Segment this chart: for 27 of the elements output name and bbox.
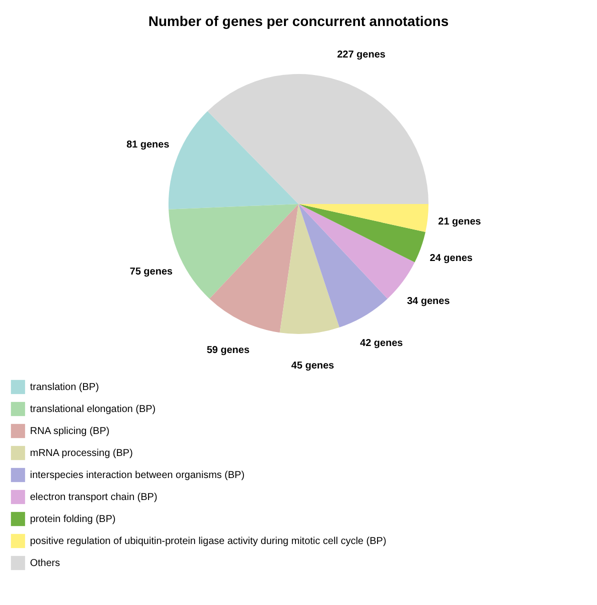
- data-label: 75 genes: [130, 266, 174, 278]
- pie-slice: [298, 204, 428, 232]
- data-label: 34 genes: [406, 296, 450, 307]
- data-label: 24 genes: [430, 253, 474, 264]
- data-label: 227 genes: [337, 50, 386, 61]
- legend-label: protein folding (BP): [30, 514, 116, 525]
- pie-slice: [209, 204, 298, 333]
- pie-slice: [298, 204, 415, 299]
- data-label: 59 genes: [206, 344, 250, 356]
- legend-label: electron transport chain (BP): [30, 492, 158, 503]
- legend-label: translational elongation (BP): [30, 404, 156, 415]
- legend-label: Others: [30, 558, 60, 569]
- legend-label: translation (BP): [30, 382, 99, 393]
- legend-label: RNA splicing (BP): [30, 426, 110, 437]
- pie-slice: [208, 74, 428, 204]
- chart-title: Number of genes per concurrent annotations: [148, 13, 449, 29]
- legend-label: mRNA processing (BP): [30, 448, 133, 459]
- pie-slice: [298, 204, 388, 328]
- pie-slice: [168, 111, 298, 210]
- legend-label: positive regulation of ubiquitin-protein ligase activity during mitotic cell cycle (BP): [30, 536, 386, 547]
- data-label: 81 genes: [126, 139, 170, 150]
- pie-slice: [298, 204, 426, 262]
- legend-label: interspecies interaction between organisms (BP): [30, 470, 245, 481]
- data-label: 45 genes: [291, 360, 335, 372]
- pie-slice: [280, 204, 340, 334]
- data-label: 21 genes: [438, 216, 482, 228]
- data-label: 42 genes: [360, 338, 404, 350]
